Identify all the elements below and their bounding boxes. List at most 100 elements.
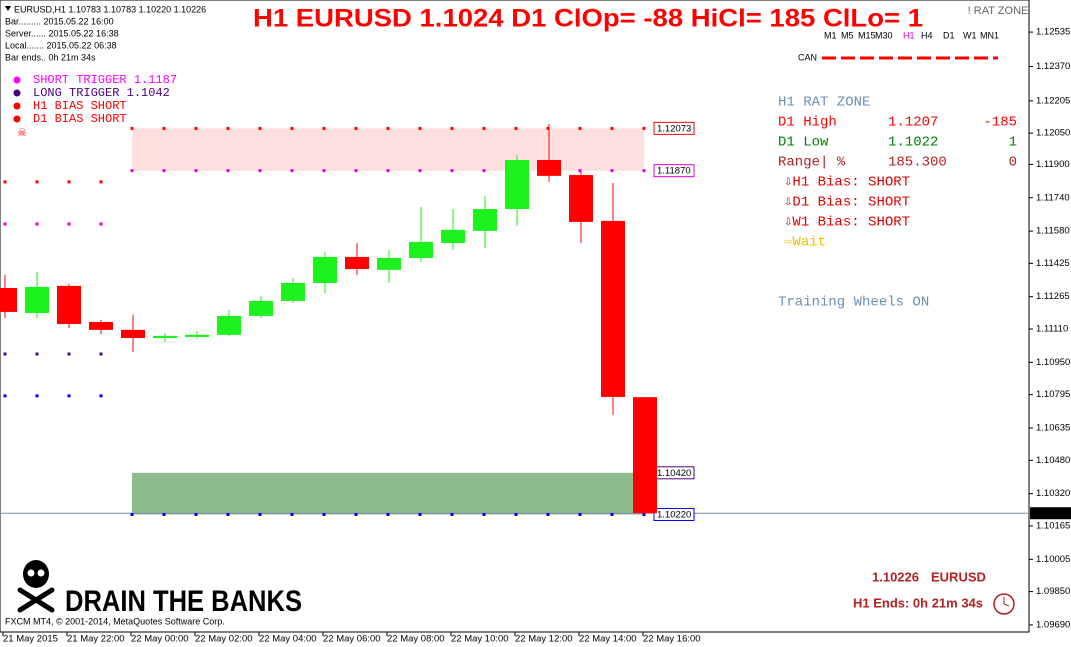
level-label: 1.12073: [657, 123, 691, 134]
y-tick-label: 1.10635: [1036, 423, 1070, 434]
panel-change: 1: [1009, 135, 1017, 151]
candle-body: [569, 175, 593, 222]
info-line: Local....... 2015.05.22 06:38: [5, 40, 117, 50]
legend-entry: LONG TRIGGER 1.1042: [33, 86, 170, 100]
x-tick-label: 22 May 12:00: [515, 634, 573, 645]
timeframe: M15: [858, 30, 876, 40]
legend-dot: [13, 115, 21, 123]
legend-dot: [13, 89, 21, 97]
clock-icon: [993, 593, 1015, 615]
candle-body: [633, 397, 657, 514]
candle-body: [153, 335, 177, 338]
y-tick-label: 1.11425: [1036, 258, 1070, 269]
skull-logo: [17, 560, 55, 613]
level-label-box: [653, 121, 695, 135]
training-wheels: Training Wheels ON: [778, 295, 929, 311]
info-line: Server...... 2015.05.22 16:38: [5, 28, 119, 38]
candle-body: [473, 208, 497, 231]
candle-body: [345, 256, 369, 270]
y-tick-label: 1.11265: [1036, 291, 1070, 302]
panel-change: -185: [983, 115, 1017, 131]
y-tick-label: 1.12050: [1036, 128, 1070, 139]
panel-value: 185.300: [888, 155, 947, 171]
candle-body: [185, 334, 209, 337]
y-tick-label: 1.12370: [1036, 61, 1070, 72]
info-line: Bar ends.. 0h 21m 34s: [5, 52, 96, 62]
candle-body: [377, 257, 401, 270]
current-price-label: 1.10226: [1034, 508, 1068, 519]
legend-dot: [13, 76, 21, 84]
panel-value: 1.1022: [888, 135, 938, 151]
y-tick-label: 1.10950: [1036, 357, 1070, 368]
timeframe: M5: [841, 30, 854, 40]
legend-entry: SHORT TRIGGER 1.1187: [33, 73, 177, 87]
x-tick-label: 22 May 10:00: [451, 634, 509, 645]
plot-frame: [0, 0, 1030, 633]
timeframe: D1: [943, 30, 955, 40]
brand: DRAIN THE BANKS: [65, 585, 302, 618]
symbol-arrow: [5, 6, 11, 11]
candle-body: [441, 229, 465, 243]
timeframe: H4: [921, 30, 933, 40]
level-label: 1.11870: [657, 166, 691, 177]
x-tick-label: 22 May 14:00: [579, 634, 637, 645]
candle-body: [537, 160, 561, 176]
legend-dot: [13, 102, 21, 110]
candle-body: [89, 321, 113, 330]
y-tick-label: 1.10005: [1036, 554, 1070, 565]
legend-entry: D1 BIAS SHORT: [33, 112, 127, 126]
level-label: 1.10220: [657, 509, 691, 520]
x-tick-label: 22 May 16:00: [643, 634, 701, 645]
y-tick-label: 1.11900: [1036, 159, 1070, 170]
candle-body: [25, 286, 49, 313]
legend-entry: H1 BIAS SHORT: [33, 99, 127, 113]
panel-title: H1 RAT ZONE: [778, 95, 870, 111]
timeframe: MN1: [980, 30, 999, 40]
wait-status: ⇨Wait: [784, 235, 826, 251]
x-tick-label: 22 May 06:00: [323, 634, 381, 645]
candle-body: [281, 282, 305, 301]
timeframe: W1: [963, 30, 977, 40]
candle-body: [217, 315, 241, 335]
x-tick-label: 22 May 04:00: [259, 634, 317, 645]
y-tick-label: 1.10165: [1036, 520, 1070, 531]
panel-value: 1.1207: [888, 115, 938, 131]
timeframe: H1: [903, 30, 915, 40]
panel-label: D1 Low: [778, 135, 829, 151]
bias-line: ⇩W1 Bias: SHORT: [784, 215, 910, 231]
bias-line: ⇩H1 Bias: SHORT: [784, 175, 910, 191]
bar-ends: H1 Ends: 0h 21m 34s: [853, 595, 983, 610]
candle-body: [121, 329, 145, 338]
x-tick-label: 22 May 08:00: [387, 634, 445, 645]
y-tick-label: 1.09850: [1036, 586, 1070, 597]
candle-body: [313, 256, 337, 283]
x-tick-label: 21 May 22:00: [67, 634, 125, 645]
y-tick-label: 1.11110: [1036, 324, 1068, 335]
current-price-box: [1030, 507, 1071, 520]
y-tick-label: 1.11740: [1036, 192, 1070, 203]
y-tick-label: 1.12205: [1036, 95, 1070, 106]
panel-label: Range| %: [778, 155, 846, 171]
timeframe: M1: [824, 30, 837, 40]
y-tick-label: 1.10795: [1036, 389, 1070, 400]
candle-body: [0, 287, 17, 312]
footer-symbol: EURUSD: [931, 569, 986, 584]
y-tick-label: 1.10480: [1036, 455, 1070, 466]
y-tick-label: 1.10320: [1036, 488, 1070, 499]
level-label-box: [653, 507, 695, 521]
candle-body: [57, 285, 81, 325]
indicator-name: ! RAT ZONE: [968, 5, 1029, 17]
y-tick-label: 1.11580: [1036, 226, 1070, 237]
chart-title: H1 EURUSD 1.1024 D1 ClOp= -88 HiCl= 185 …: [253, 5, 923, 33]
y-tick-label: 1.12535: [1036, 27, 1070, 38]
symbol-line: EURUSD,H1 1.10783 1.10783 1.10220 1.1022…: [14, 4, 206, 14]
zone: [132, 472, 644, 515]
candle-body: [505, 160, 529, 209]
level-label: 1.10420: [657, 468, 691, 479]
panel-label: D1 High: [778, 115, 837, 131]
timeframe: M30: [875, 30, 893, 40]
can-label: CAN: [798, 52, 817, 62]
bias-line: ⇩D1 Bias: SHORT: [784, 195, 910, 211]
